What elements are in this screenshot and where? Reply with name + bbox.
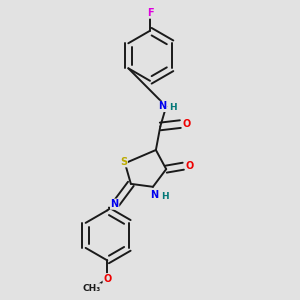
Text: O: O (183, 119, 191, 129)
Text: N: N (158, 101, 166, 111)
Text: N: N (111, 199, 119, 209)
Text: CH₃: CH₃ (83, 284, 101, 292)
Text: F: F (147, 8, 153, 18)
Text: S: S (120, 157, 128, 167)
Text: O: O (103, 274, 111, 284)
Text: H: H (169, 103, 177, 112)
Text: O: O (186, 161, 194, 171)
Text: N: N (150, 190, 158, 200)
Text: H: H (161, 192, 169, 201)
